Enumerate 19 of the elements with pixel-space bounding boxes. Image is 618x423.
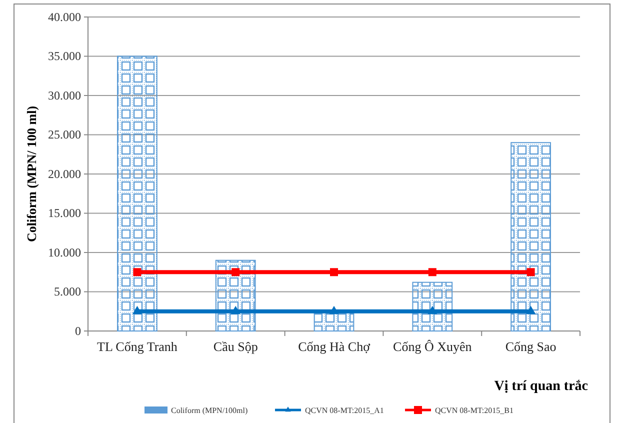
y-axis-title: Coliform (MPN/ 100 ml) bbox=[24, 106, 39, 242]
y-tick-label: 25.000 bbox=[48, 128, 81, 142]
legend-label: QCVN 08-MT:2015_B1 bbox=[435, 406, 514, 415]
x-tick-label: Cống Ô Xuyên bbox=[393, 338, 472, 354]
x-tick-label: Cầu Sộp bbox=[213, 338, 258, 354]
x-tick-label: Cống Hà Chợ bbox=[298, 338, 372, 354]
y-tick-label: 30.000 bbox=[48, 88, 81, 102]
y-tick-label: 5.000 bbox=[54, 284, 81, 299]
y-tick-label: 10.000 bbox=[48, 245, 81, 260]
y-tick-label: 40.000 bbox=[48, 10, 81, 24]
y-tick-label: 15.000 bbox=[48, 206, 81, 220]
legend-label: QCVN 08-MT:2015_A1 bbox=[305, 406, 384, 415]
x-tick-label: TL Cống Tranh bbox=[96, 338, 178, 354]
y-tick-label: 20.000 bbox=[48, 166, 81, 181]
y-tick-label: 35.000 bbox=[48, 49, 81, 64]
legend-label: Coliform (MPN/100ml) bbox=[171, 406, 248, 415]
y-tick-label: 0 bbox=[75, 324, 81, 338]
x-tick-label: Cống Sao bbox=[505, 338, 556, 354]
x-axis-title: Vị trí quan trắc bbox=[494, 379, 588, 394]
